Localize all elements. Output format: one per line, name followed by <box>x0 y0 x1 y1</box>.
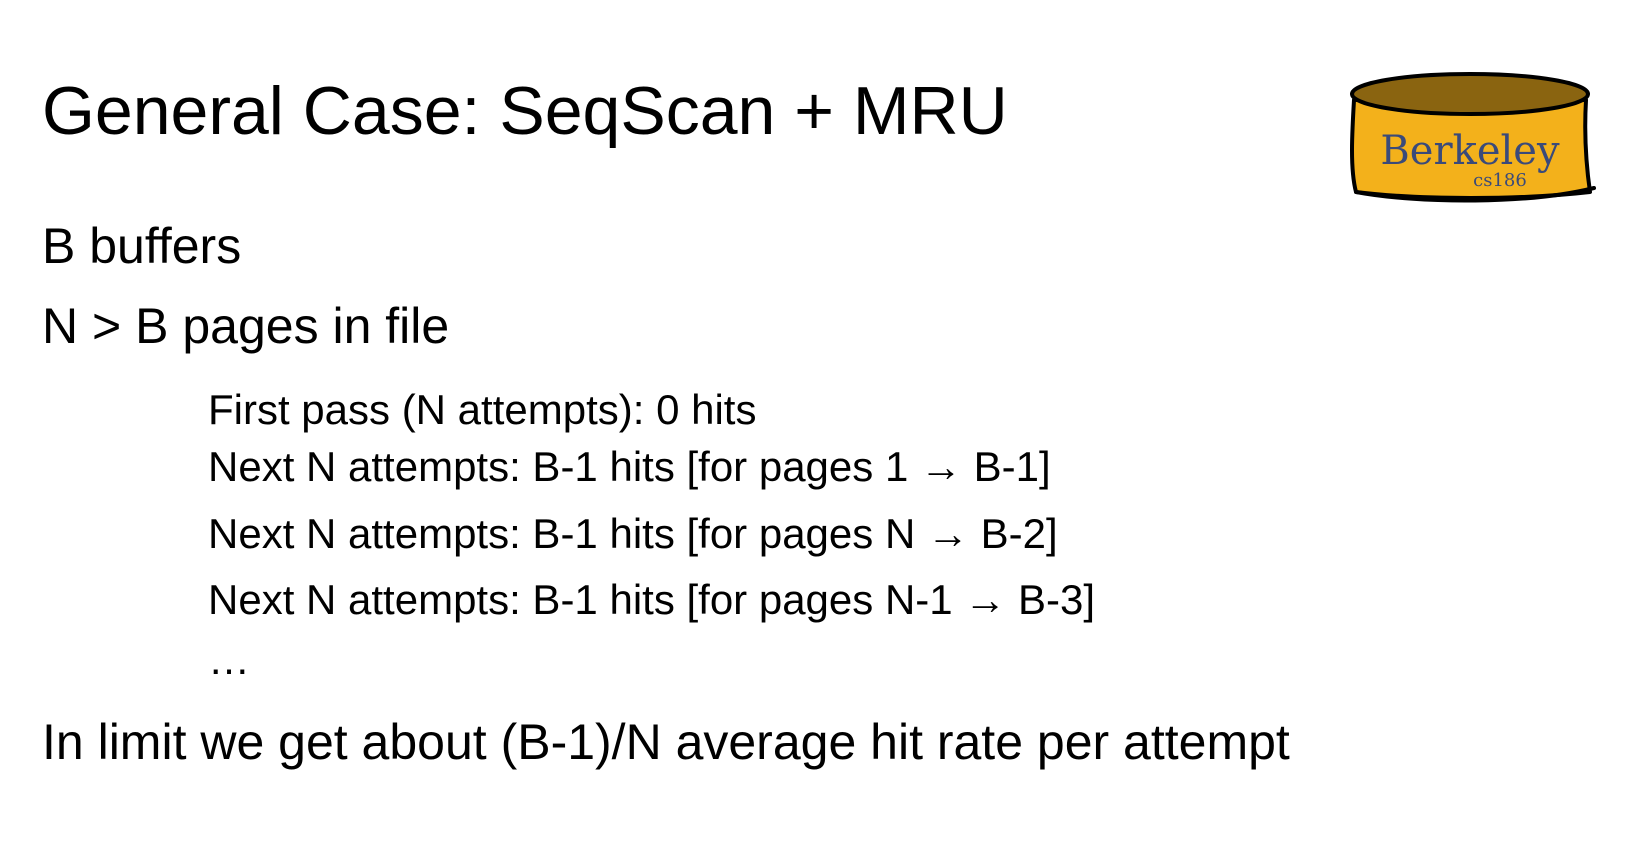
logo-text: Berkeley <box>1380 128 1560 174</box>
bullet-b-buffers: B buffers <box>42 218 242 274</box>
logo-body <box>1350 98 1592 200</box>
logo-subtext: cs186 <box>1473 170 1527 191</box>
bullet-n-pages: N > B pages in file <box>42 298 450 354</box>
logo-top <box>1350 72 1590 116</box>
slide-title: General Case: SeqScan + MRU <box>42 73 1008 149</box>
sub-item-next-attempts-1: Next N attempts: B-1 hits [for pages 1 →… <box>208 443 1051 490</box>
berkeley-cs186-logo: Berkeley cs186 <box>1350 72 1596 203</box>
bullet-conclusion: In limit we get about (B-1)/N average hi… <box>42 714 1290 770</box>
sub-item-first-pass: First pass (N attempts): 0 hits <box>208 386 757 433</box>
sub-item-ellipsis: … <box>208 636 250 683</box>
sub-item-next-attempts-2: Next N attempts: B-1 hits [for pages N →… <box>208 510 1058 557</box>
sub-item-next-attempts-3: Next N attempts: B-1 hits [for pages N-1… <box>208 576 1095 623</box>
